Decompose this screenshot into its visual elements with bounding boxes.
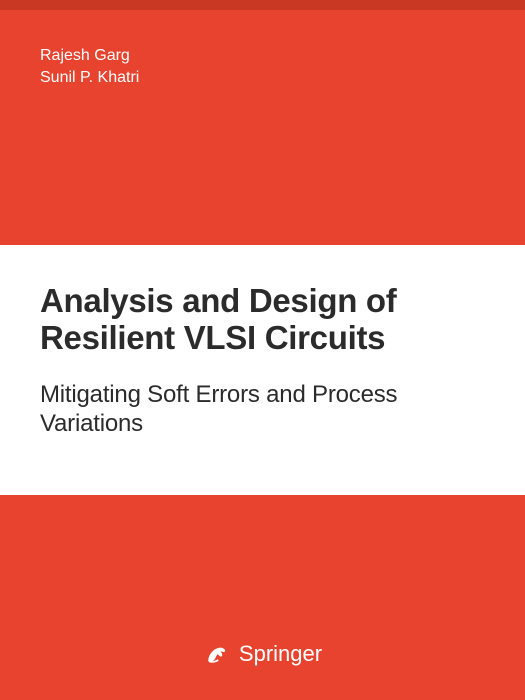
top-border xyxy=(0,0,525,10)
book-cover: Rajesh Garg Sunil P. Khatri Analysis and… xyxy=(0,0,525,700)
top-band: Rajesh Garg Sunil P. Khatri xyxy=(0,0,525,245)
book-title: Analysis and Design of Resilient VLSI Ci… xyxy=(40,283,485,357)
title-band: Analysis and Design of Resilient VLSI Ci… xyxy=(0,245,525,495)
springer-horse-icon xyxy=(203,640,231,668)
book-subtitle: Mitigating Soft Errors and Process Varia… xyxy=(40,381,485,439)
publisher-block: Springer xyxy=(0,640,525,668)
authors-block: Rajesh Garg Sunil P. Khatri xyxy=(40,45,485,88)
publisher-name: Springer xyxy=(239,641,322,667)
author-line-1: Rajesh Garg xyxy=(40,45,485,67)
bottom-band: Springer xyxy=(0,495,525,700)
author-line-2: Sunil P. Khatri xyxy=(40,67,485,89)
